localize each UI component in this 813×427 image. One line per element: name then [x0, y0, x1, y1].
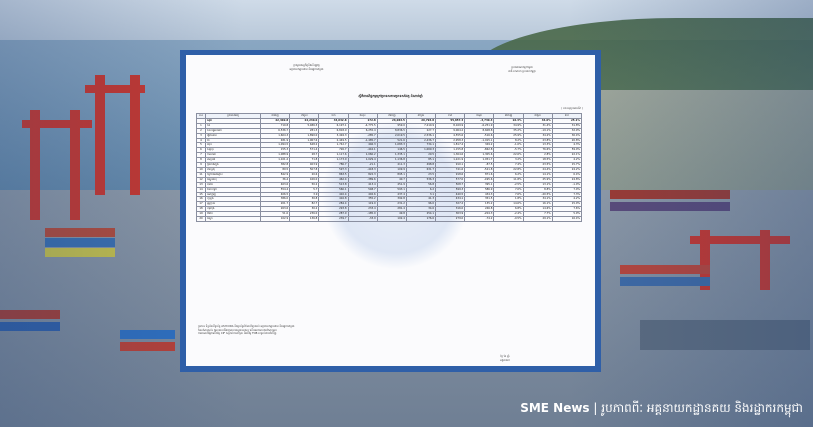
table-cell: -74.2 — [464, 216, 495, 222]
table-cell: 29.1% — [522, 216, 553, 222]
document-title: ស្ថិតិពាណិជ្ជកម្មក្រៅប្រទេសតាមប្រទេសដៃគូ… — [358, 94, 423, 98]
container-stack — [120, 330, 175, 339]
container-stack — [45, 228, 115, 237]
table-cell: ឥណ្ឌា — [205, 216, 261, 222]
table-cell: 102.4 — [376, 216, 407, 222]
ministry-header: ក្រសួងសេដ្ឋកិច្ចនិងហិរញ្ញវត្ថុ អគ្គនាយកដ… — [264, 64, 349, 71]
note-line: ការគណនាផ្អែកលើតម្លៃ CIF សម្រាប់ការនាំចូល… — [198, 332, 277, 336]
table-row: 8 អាល្លឺម៉ង់ 1,101.2 71.8 1,173.0 1,029.4 1,13… — [196, 157, 583, 164]
signature-line: អគ្គនាយក — [500, 358, 510, 362]
container-stack — [620, 277, 710, 286]
total-row: សរុប 22,402.8 22,230.0 44,632.8 172.8 26… — [196, 117, 583, 124]
crane-left-4 — [130, 75, 140, 195]
container-stack — [45, 248, 115, 257]
table-row: 20 ឥណ្ឌា 102.9 136.8 239.7 -33.9 102.4 176.6 279… — [196, 216, 583, 222]
document-notes: ប្រភព៖ ទិន្នន័យពីប្រព័ន្ធ ASYCUDA និងប្រ… — [198, 325, 498, 336]
note-line: ប្រភព៖ ទិន្នន័យពីប្រព័ន្ធ ASYCUDA និងប្រ… — [198, 325, 295, 328]
credit-caption: រូបភាពពីៈ អគ្គនាយកដ្ឋានគយ និងរដ្ឋាករកម្ព… — [601, 401, 803, 415]
signature-line: ថ្ងៃ ខែ ឆ្នាំ — [500, 355, 510, 358]
header-line: ជាតិ សាសនា ព្រះមហាក្សត្រ — [508, 69, 536, 73]
table-cell: -0.5% — [493, 216, 524, 222]
signature-block: ថ្ងៃ ខែ ឆ្នាំ អគ្គនាយក — [475, 355, 535, 362]
table-cell: 16.4% — [551, 216, 583, 222]
table-body: សរុប 22,402.8 22,230.0 44,632.8 172.8 26… — [196, 117, 583, 222]
crane-left-3 — [95, 75, 105, 195]
crane-right-1 — [700, 230, 710, 290]
table-cell: 136.8 — [289, 216, 320, 222]
table-row: 4 ថៃ 481.9 1,967.6 2,449.5 -1,485.7 521.6 2,436… — [196, 137, 583, 144]
header-line: ក្រសួងសេដ្ឋកិច្ចនិងហិរញ្ញវត្ថុ — [293, 64, 320, 67]
crane-left-1 — [30, 110, 40, 220]
crane-beam-left-2 — [85, 85, 145, 93]
container-stack — [0, 310, 60, 319]
header-line: អគ្គនាយកដ្ឋានគយ និងរដ្ឋាករកម្ពុជា — [289, 67, 324, 71]
table-cell: 20 — [196, 216, 206, 222]
container-stack — [0, 322, 60, 331]
table-row: 6 សិង្ហបុរី 155.3 571.4 726.7 -416.1 146.5 1,00… — [196, 147, 583, 154]
container-stack — [610, 190, 730, 199]
table-row: 17 អូស្ត្រាលី 201.7 82.7 284.4 119.0 231.2 96.0… — [196, 201, 583, 208]
table-cell: 279.0 — [435, 216, 466, 222]
container-stack — [620, 265, 710, 274]
photo-credit: SME News | រូបភាពពីៈ អគ្គនាយកដ្ឋានគយ និង… — [520, 400, 803, 418]
container-stack — [120, 342, 175, 351]
trade-table: ល.រ ប្រទេសដៃគូ នាំចេញ នាំចូល ទំហំ ចំណុះ … — [196, 113, 583, 222]
crane-right-2 — [760, 230, 770, 290]
table-row: 18 ហុងកុង 263.6 30.2 293.8 233.4 281.4 34.6 316.… — [196, 206, 583, 213]
note-line: កំណត់សម្គាល់៖ តួលេខនេះគឺជាតួលេខបណ្ដោះអាស… — [198, 328, 277, 332]
table-cell: -33.9 — [347, 216, 378, 222]
trade-statistics-document: ក្រសួងសេដ្ឋកិច្ចនិងហិរញ្ញវត្ថុ អគ្គនាយកដ… — [186, 55, 595, 366]
header-line: ព្រះរាជាណាចក្រកម្ពុជា — [511, 66, 533, 69]
brand-name: SME News — [520, 401, 590, 415]
crane-beam-left — [22, 120, 92, 128]
crane-left-2 — [70, 110, 80, 220]
kingdom-header: ព្រះរាជាណាចក្រកម្ពុជា ជាតិ សាសនា ព្រះមហា… — [487, 66, 557, 73]
table-cell: 102.9 — [259, 216, 291, 222]
container-stack — [45, 238, 115, 247]
table-cell: 239.7 — [318, 216, 349, 222]
crane-beam-right — [690, 236, 790, 244]
container-stack — [610, 202, 730, 211]
unit-label: ( លានដុល្លារអាមេរិក ) — [561, 107, 583, 110]
warehouse-roof — [640, 320, 810, 350]
credit-separator: | — [593, 401, 598, 415]
table-cell: 176.6 — [405, 216, 437, 222]
